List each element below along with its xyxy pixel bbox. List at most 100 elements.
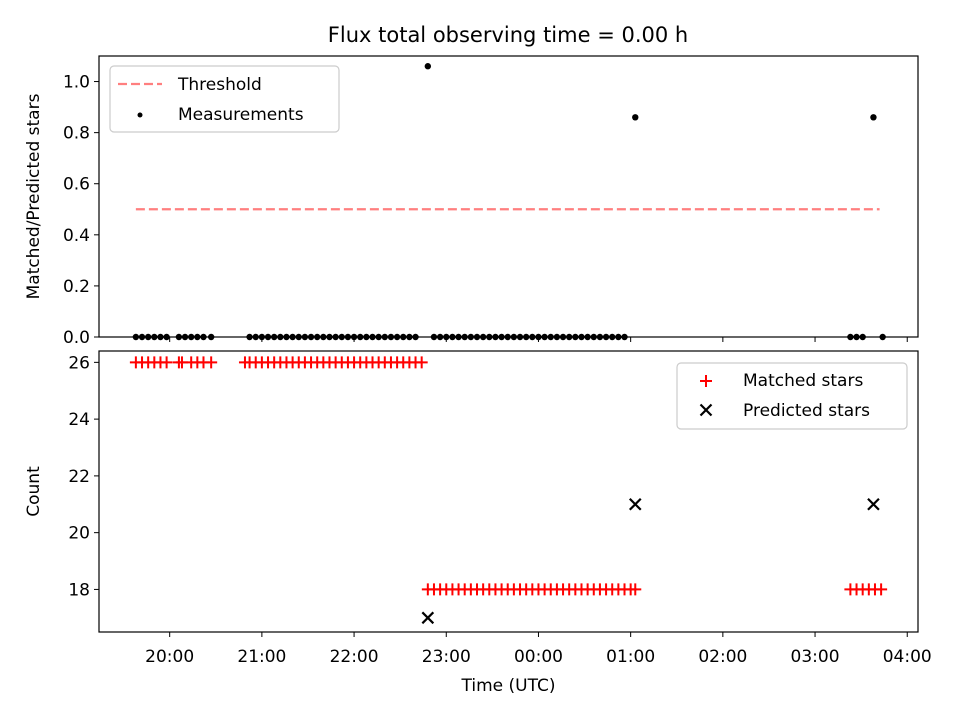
y-axis-label: Count: [24, 466, 44, 517]
x-axis-label: Time (UTC): [461, 676, 556, 696]
measurement-point: [504, 333, 511, 341]
measurement-point: [138, 333, 146, 341]
legend-threshold-label: Threshold: [177, 75, 262, 95]
measurement-point: [547, 333, 554, 341]
measurement-point: [313, 333, 321, 341]
x-tick-label: 04:00: [883, 647, 932, 667]
measurement-point: [283, 333, 290, 341]
measurement-point: [584, 333, 591, 341]
measurement-point: [264, 333, 272, 341]
measurement-point: [565, 333, 573, 341]
measurement-point: [590, 333, 597, 341]
measurement-point: [522, 333, 530, 341]
predicted-star-point: [421, 611, 435, 625]
x-tick-label: 02:00: [698, 647, 747, 667]
measurement-point: [879, 333, 886, 341]
measurement-point: [332, 333, 339, 341]
measurement-point: [529, 333, 536, 341]
measurement-point: [602, 333, 610, 341]
legend-matched-swatch: [700, 375, 712, 387]
legend-top: Threshold Measurements: [109, 65, 340, 133]
measurement-point: [163, 333, 170, 341]
measurement-point: [553, 333, 561, 341]
measurement-point: [157, 333, 164, 341]
measurement-point: [338, 333, 345, 341]
y-tick-label: 1.0: [63, 73, 90, 93]
measurement-point: [307, 333, 315, 341]
measurement-point: [393, 333, 401, 341]
measurement-point: [473, 333, 481, 341]
measurement-point: [443, 333, 450, 341]
y-tick-label: 22: [68, 467, 90, 487]
predicted-star-point: [628, 497, 642, 511]
measurement-point: [632, 114, 639, 121]
measurement-point: [357, 333, 364, 341]
matched-star-point: [205, 356, 218, 369]
y-tick-label: 0.8: [63, 124, 90, 144]
measurement-point: [301, 333, 309, 341]
legend-box: [676, 362, 908, 430]
x-tick-label: 00:00: [514, 647, 563, 667]
measurement-point: [430, 333, 438, 341]
measurement-point: [424, 63, 432, 70]
measurement-point: [375, 333, 382, 341]
measurement-point: [621, 333, 628, 341]
measurement-point: [151, 333, 158, 341]
measurement-point: [194, 333, 201, 341]
measurement-point: [326, 333, 333, 341]
matched-star-point: [415, 356, 428, 369]
measurement-point: [181, 333, 189, 341]
matched-star-point: [875, 583, 888, 596]
x-tick-label: 20:00: [145, 647, 194, 667]
plot-frame: [98, 350, 919, 633]
y-tick-label: 18: [68, 580, 90, 600]
legend-box: [109, 65, 340, 133]
y-axis-label: Matched/Predicted stars: [24, 93, 44, 299]
measurement-point: [461, 333, 468, 341]
y-tick-label: 20: [68, 524, 90, 544]
x-tick-label: 01:00: [606, 647, 655, 667]
measurement-point: [535, 333, 542, 341]
measurement-point: [455, 333, 462, 341]
legend-bottom: Matched stars Predicted stars: [676, 362, 908, 430]
measurement-point: [207, 333, 215, 341]
y-tick-label: 0.2: [63, 277, 90, 297]
measurement-point: [541, 333, 548, 341]
x-tick-label: 23:00: [422, 647, 471, 667]
measurement-point: [572, 333, 579, 341]
measurement-point: [859, 333, 866, 341]
measurement-point: [344, 333, 352, 341]
measurement-point: [870, 114, 877, 121]
measurement-point: [144, 333, 152, 341]
measurement-point: [320, 333, 327, 341]
measurement-point: [615, 333, 622, 341]
measurement-point: [559, 333, 567, 341]
y-tick-label: 24: [68, 410, 90, 430]
measurement-point: [578, 333, 585, 341]
measurement-point: [498, 333, 505, 341]
measurement-point: [252, 333, 259, 341]
measurement-point: [258, 333, 266, 341]
legend-measurement-swatch: [137, 112, 143, 118]
measurement-point: [400, 333, 407, 341]
measurement-point: [289, 333, 296, 341]
measurement-point: [406, 333, 413, 341]
x-tick-label: 22:00: [330, 647, 379, 667]
y-tick-label: 0.6: [63, 175, 90, 195]
measurement-point: [467, 333, 475, 341]
top-panel: 0.0 0.2 0.4 0.6 0.8 1.0 Matched/Predicted star…: [24, 55, 919, 348]
measurement-point: [246, 333, 253, 341]
matched-star-point: [160, 356, 173, 369]
x-tick-label: 21:00: [237, 647, 286, 667]
measurement-point: [175, 333, 183, 341]
measurement-point: [449, 333, 456, 341]
y-tick-label: 0.0: [63, 328, 90, 348]
measurement-point: [609, 333, 616, 341]
measurement-point: [492, 333, 499, 341]
bottom-panel: 18 20 22 24 26 20:00 21:00 22:00 23:00 00:00 01:00…: [24, 350, 932, 696]
legend-predicted-swatch: [699, 403, 713, 417]
measurement-point: [277, 333, 284, 341]
measurement-point: [516, 333, 524, 341]
measurement-point: [350, 333, 358, 341]
